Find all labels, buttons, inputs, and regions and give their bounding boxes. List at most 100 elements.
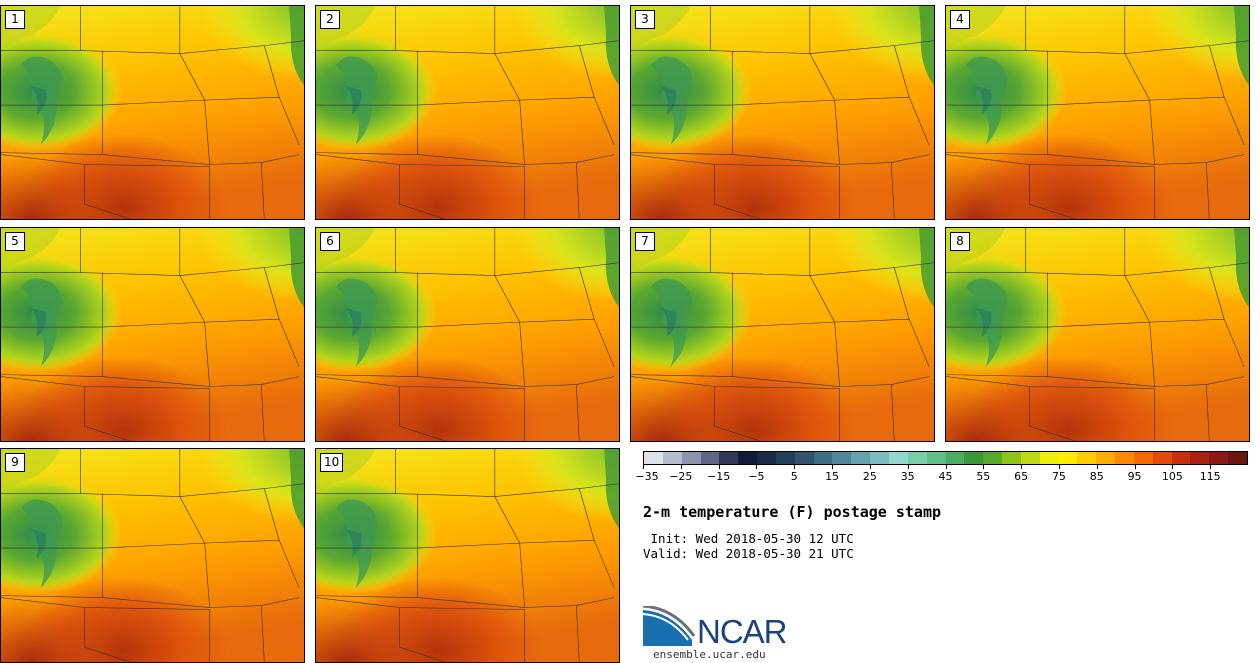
- temperature-colorbar: [643, 451, 1248, 465]
- colorbar-swatch: [888, 452, 908, 464]
- colorbar-swatch: [1171, 452, 1191, 464]
- colorbar-tick-label: 45: [938, 470, 953, 483]
- colorbar-swatch: [1096, 452, 1116, 464]
- valid-time: Valid: Wed 2018-05-30 21 UTC: [643, 546, 854, 561]
- colorbar-ticks: −35 −25 −15 −5 5 15 25 35 45 55 65 75 85 95 105 115: [635, 465, 1248, 485]
- colorbar-swatch: [794, 452, 814, 464]
- colorbar-swatch: [700, 452, 720, 464]
- ensemble-member-label: 10: [320, 453, 344, 472]
- postage-stamp-panel: 9: [0, 448, 305, 663]
- colorbar-swatch: [964, 452, 984, 464]
- colorbar-swatch: [907, 452, 927, 464]
- colorbar-swatch: [1133, 452, 1153, 464]
- colorbar-tick-label: 65: [1014, 470, 1029, 483]
- colorbar-tick: [718, 465, 720, 469]
- website-url[interactable]: ensemble.ucar.edu: [653, 648, 766, 661]
- colorbar-tick: [907, 465, 909, 469]
- colorbar-tick-label: 95: [1127, 470, 1142, 483]
- colorbar-tick-label: 15: [825, 470, 840, 483]
- colorbar-swatch: [832, 452, 852, 464]
- ensemble-member-label: 1: [5, 10, 25, 29]
- colorbar-swatch: [1152, 452, 1172, 464]
- colorbar-swatch: [1115, 452, 1134, 464]
- colorbar-swatch: [945, 452, 965, 464]
- postage-stamp-panel: 4: [945, 5, 1250, 220]
- ncar-logo-icon: [642, 606, 696, 646]
- colorbar-tick-label: −15: [707, 470, 731, 483]
- postage-stamp-panel: 6: [315, 227, 620, 442]
- colorbar-swatch: [1002, 452, 1021, 464]
- temperature-map: [316, 228, 619, 441]
- colorbar-tick-label: −25: [669, 470, 693, 483]
- ensemble-member-label: 9: [5, 453, 25, 472]
- ensemble-member-label: 5: [5, 232, 25, 251]
- colorbar-tick-label: 75: [1051, 470, 1066, 483]
- colorbar-swatch: [870, 452, 889, 464]
- ensemble-member-label: 6: [320, 232, 340, 251]
- colorbar-swatch: [1039, 452, 1059, 464]
- ensemble-member-label: 8: [950, 232, 970, 251]
- temperature-map: [946, 6, 1249, 219]
- colorbar-tick-label: 115: [1199, 470, 1221, 483]
- colorbar-swatch: [1190, 452, 1210, 464]
- colorbar-tick-label: 35: [900, 470, 915, 483]
- postage-stamp-panel: 7: [630, 227, 935, 442]
- postage-stamp-panel: 2: [315, 5, 620, 220]
- ensemble-member-label: 7: [635, 232, 655, 251]
- ncar-logo-text: NCAR: [697, 613, 788, 650]
- ensemble-member-label: 4: [950, 10, 970, 29]
- temperature-map: [316, 6, 619, 219]
- colorbar-tick: [983, 465, 985, 469]
- colorbar-swatch: [775, 452, 795, 464]
- colorbar-tick: [680, 465, 682, 469]
- colorbar-tick: [1058, 465, 1060, 469]
- postage-stamp-panel: 1: [0, 5, 305, 220]
- colorbar-tick-label: 25: [862, 470, 877, 483]
- temperature-map: [316, 449, 619, 662]
- colorbar-tick-label: −35: [635, 470, 659, 483]
- colorbar-swatch: [719, 452, 739, 464]
- colorbar-tick: [1096, 465, 1098, 469]
- postage-stamp-panel: 5: [0, 227, 305, 442]
- temperature-map: [1, 449, 304, 662]
- colorbar-tick: [794, 465, 796, 469]
- colorbar-tick: [1210, 465, 1212, 469]
- colorbar-tick-label: 85: [1089, 470, 1104, 483]
- temperature-map: [631, 228, 934, 441]
- colorbar-tick: [1134, 465, 1136, 469]
- postage-stamp-panel: 3: [630, 5, 935, 220]
- colorbar-tick-label: 105: [1161, 470, 1183, 483]
- colorbar-swatch: [1020, 452, 1040, 464]
- colorbar-tick: [832, 465, 834, 469]
- colorbar-tick: [1172, 465, 1174, 469]
- colorbar-swatch: [813, 452, 833, 464]
- colorbar-swatch: [926, 452, 946, 464]
- colorbar-tick: [756, 465, 758, 469]
- colorbar-swatch: [983, 452, 1003, 464]
- colorbar-swatch: [1228, 452, 1247, 464]
- colorbar-tick: [1021, 465, 1023, 469]
- colorbar-tick: [945, 465, 947, 469]
- init-time: Init: Wed 2018-05-30 12 UTC: [643, 531, 854, 546]
- colorbar-tick-label: −5: [748, 470, 765, 483]
- temperature-map: [1, 228, 304, 441]
- colorbar-swatch: [1058, 452, 1078, 464]
- colorbar-swatch: [644, 452, 663, 464]
- colorbar-swatch: [662, 452, 682, 464]
- colorbar-tick: [869, 465, 871, 469]
- colorbar-swatch: [851, 452, 871, 464]
- temperature-map: [1, 6, 304, 219]
- colorbar-tick: [643, 465, 644, 469]
- postage-stamp-panel: 10: [315, 448, 620, 663]
- colorbar-swatch: [757, 452, 776, 464]
- colorbar-swatch: [1209, 452, 1229, 464]
- temperature-map: [946, 228, 1249, 441]
- colorbar-swatch: [1077, 452, 1097, 464]
- colorbar-swatch: [738, 452, 758, 464]
- postage-stamp-panel: 8: [945, 227, 1250, 442]
- colorbar-swatch: [681, 452, 701, 464]
- ensemble-member-label: 3: [635, 10, 655, 29]
- chart-title: 2-m temperature (F) postage stamp: [643, 503, 942, 521]
- temperature-map: [631, 6, 934, 219]
- ensemble-member-label: 2: [320, 10, 340, 29]
